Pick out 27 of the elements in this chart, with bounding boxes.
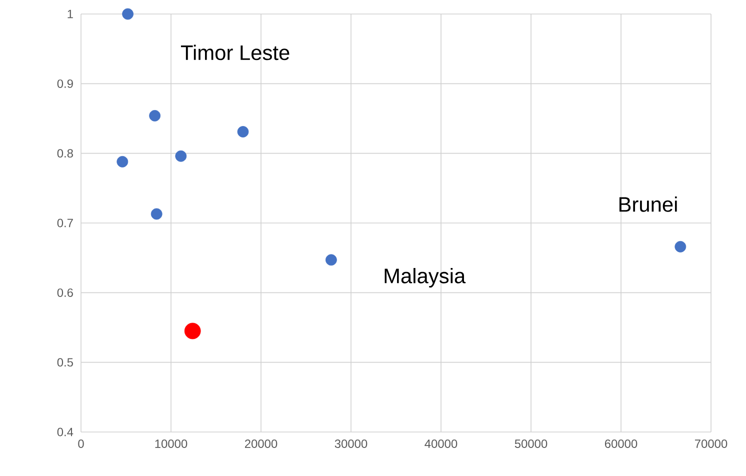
point [122, 8, 134, 20]
y-tick-label: 1 [68, 10, 73, 18]
x-tick-label: 20000 [244, 440, 278, 448]
x-tick-label: 60000 [604, 440, 638, 448]
point [674, 240, 686, 252]
y-tick-label: 0.7 [57, 218, 73, 228]
x-tick-label: 30000 [334, 440, 368, 448]
y-tick-label: 0.6 [57, 288, 73, 297]
x-tick-label: 10000 [155, 440, 188, 448]
point [184, 322, 201, 340]
x-tick-label: 50000 [514, 440, 548, 448]
point [149, 110, 160, 122]
x-tick-label: 40000 [424, 440, 458, 448]
x-tick-label: 0 [78, 440, 84, 448]
y-tick-label: 0.8 [57, 149, 73, 158]
y-tick-label: 0.9 [57, 79, 73, 88]
y-tick-label: 0.4 [57, 428, 74, 436]
annotation: Timor Leste [180, 44, 290, 60]
annotation: Brunei [619, 196, 677, 212]
annotation: Malaysia [384, 268, 466, 288]
point [116, 156, 128, 168]
point [150, 208, 162, 220]
y-tick-label: 0.5 [57, 358, 73, 367]
point [175, 150, 187, 162]
point [326, 254, 337, 266]
point [237, 126, 249, 138]
x-tick-label: 70000 [694, 440, 728, 448]
